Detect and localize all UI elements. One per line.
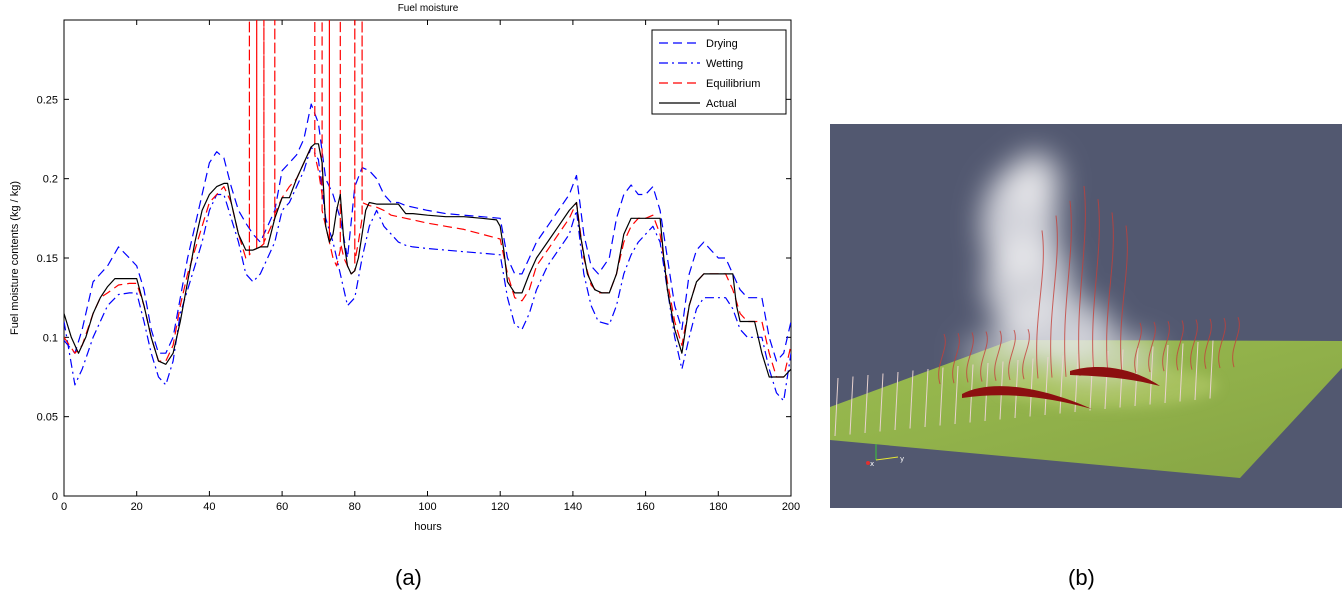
streamline	[1134, 322, 1142, 373]
x-tick-label: 0	[61, 501, 67, 513]
panel-a-label: (a)	[395, 565, 422, 590]
series-line-drying	[64, 103, 791, 362]
x-tick-label: 60	[276, 501, 288, 513]
fire-front-right	[1070, 367, 1160, 386]
streamline	[966, 332, 974, 383]
streamline	[1064, 200, 1072, 377]
streamline	[1209, 340, 1214, 399]
streamline	[1179, 343, 1184, 402]
streamline	[994, 330, 1002, 381]
streamline	[849, 376, 854, 435]
panel-b-label: (b)	[1068, 565, 1095, 590]
y-axis: 0 0.05 0.1 0.15 0.2 0.25	[37, 94, 791, 503]
legend-label-actual: Actual	[706, 98, 737, 110]
y-tick-label: 0.25	[37, 94, 58, 106]
x-axis-label: hours	[414, 521, 442, 533]
streamline	[1232, 317, 1240, 368]
fire-smoke-3d-view: x y	[830, 124, 1342, 508]
streamline	[1008, 329, 1016, 381]
legend-label-equilibrium: Equilibrium	[706, 78, 760, 90]
streamline	[1204, 318, 1212, 369]
streamline	[939, 367, 944, 426]
streamline	[1148, 321, 1156, 373]
chart-title: Fuel moisture	[398, 3, 459, 14]
streamline	[952, 333, 960, 384]
x-tick-label: 160	[636, 501, 654, 513]
streamline	[1218, 317, 1226, 369]
y-tick-label: 0	[52, 491, 58, 503]
axis-triad: x y	[866, 444, 904, 468]
streamline	[938, 333, 946, 385]
legend: Drying Wetting Equilibrium Actual	[651, 29, 787, 115]
x-tick-label: 40	[203, 501, 215, 513]
axis-triad-x: x	[870, 460, 874, 468]
streamline	[924, 368, 929, 428]
x-tick-label: 20	[131, 501, 143, 513]
streamlines	[834, 185, 1240, 437]
streamline	[1092, 199, 1100, 376]
streamline	[1050, 215, 1058, 378]
y-tick-label: 0.15	[37, 253, 58, 265]
streamline	[1190, 319, 1198, 370]
streamline	[894, 371, 899, 431]
x-tick-label: 180	[709, 501, 727, 513]
streamline	[1149, 346, 1154, 405]
streamline	[954, 365, 959, 425]
streamline	[1194, 341, 1199, 401]
streamline	[1044, 356, 1049, 416]
streamline	[1106, 212, 1114, 375]
streamline	[1078, 185, 1086, 377]
axis-triad-y: y	[900, 455, 904, 463]
legend-label-wetting: Wetting	[706, 58, 743, 70]
streamline	[1059, 355, 1064, 414]
streamline	[834, 377, 839, 437]
y-tick-label: 0.2	[43, 174, 58, 186]
series-lines	[64, 20, 791, 402]
legend-label-drying: Drying	[706, 38, 738, 50]
streamline	[1029, 358, 1034, 417]
series-line-wetting	[64, 146, 791, 402]
streamline	[1036, 230, 1044, 379]
y-axis-label: Fuel moisture contents (kg / kg)	[9, 181, 21, 335]
streamline	[879, 373, 884, 432]
legend-box	[651, 29, 787, 115]
x-tick-label: 100	[418, 501, 436, 513]
streamline	[1120, 225, 1128, 374]
x-tick-label: 140	[564, 501, 582, 513]
streamline	[1022, 329, 1030, 380]
smoke-plume	[962, 152, 1162, 380]
x-tick-label: 120	[491, 501, 509, 513]
x-tick-label: 80	[349, 501, 361, 513]
streamline	[1089, 352, 1094, 411]
streamline	[1162, 321, 1170, 372]
y-tick-label: 0.1	[43, 332, 58, 344]
streamline	[909, 370, 914, 429]
x-tick-label: 200	[782, 501, 800, 513]
streamline	[1164, 344, 1169, 404]
series-line-actual	[64, 143, 791, 378]
streamline	[864, 374, 869, 434]
streamline	[1176, 320, 1184, 371]
fire-front-left	[962, 386, 1092, 409]
streamline	[980, 331, 988, 382]
y-tick-label: 0.05	[37, 412, 58, 424]
